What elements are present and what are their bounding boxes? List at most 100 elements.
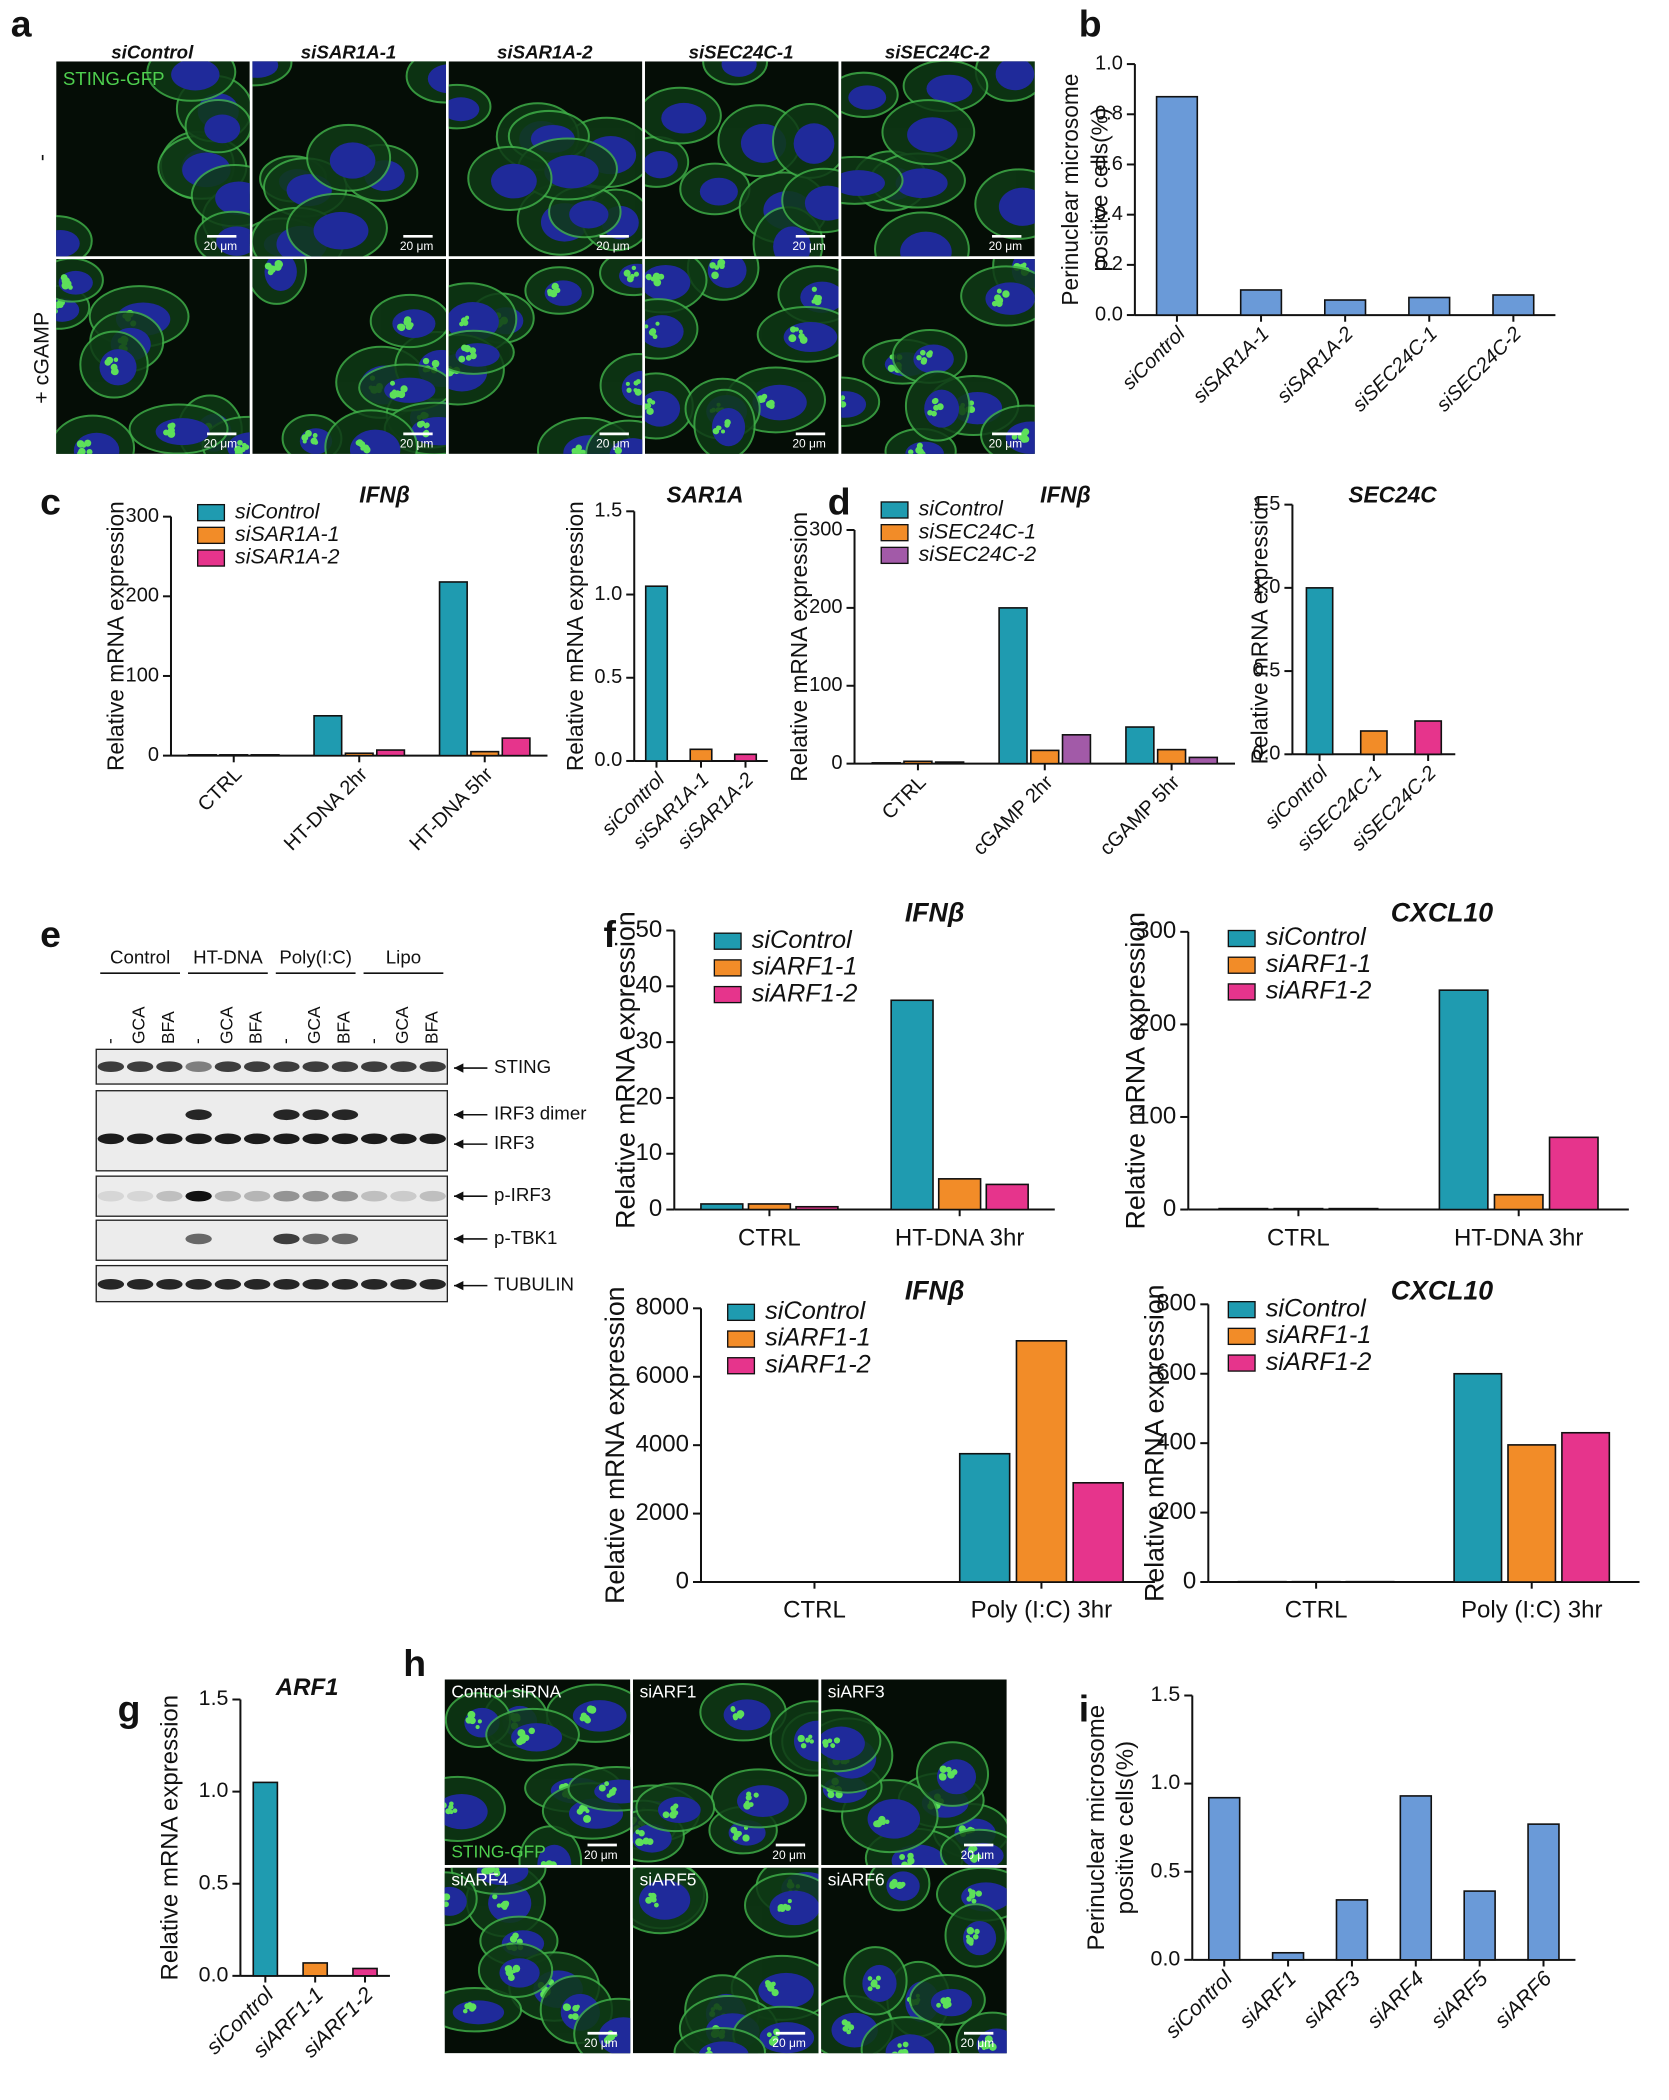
y-tick-label: 0.5 bbox=[199, 1870, 229, 1894]
speckle bbox=[1020, 435, 1028, 443]
speckle bbox=[113, 357, 119, 363]
band bbox=[273, 1133, 300, 1145]
speckle bbox=[753, 1792, 759, 1798]
scale-bar-label: 20 μm bbox=[400, 437, 434, 451]
x-tick-label: siSAR1A-2 bbox=[1273, 323, 1358, 408]
speckle bbox=[921, 357, 928, 364]
band bbox=[214, 1061, 242, 1073]
legend-label: siControl bbox=[919, 497, 1005, 521]
nucleus bbox=[930, 1988, 973, 2017]
y-tick-label: 30 bbox=[636, 1027, 663, 1054]
nucleus bbox=[572, 1700, 627, 1732]
speckle bbox=[264, 262, 272, 270]
speckle bbox=[908, 449, 914, 454]
speckle bbox=[461, 320, 466, 325]
x-tick-label: CTRL bbox=[783, 1597, 846, 1624]
nucleus bbox=[793, 123, 835, 164]
panel-letter: d bbox=[828, 481, 851, 523]
nucleus bbox=[867, 1799, 921, 1839]
y-tick-label: 300 bbox=[1136, 917, 1176, 944]
legend-label: siARF1-2 bbox=[1266, 977, 1372, 1005]
band bbox=[273, 1190, 300, 1202]
panel-letter: h bbox=[403, 1642, 426, 1684]
bar bbox=[1305, 587, 1334, 756]
band bbox=[331, 1278, 359, 1290]
speckle bbox=[897, 2049, 906, 2054]
band bbox=[273, 1233, 300, 1245]
speckle bbox=[833, 1737, 841, 1744]
speckle bbox=[673, 1803, 679, 1809]
lane-label: GCA bbox=[392, 1006, 412, 1044]
speckle bbox=[496, 1903, 502, 1908]
speckle bbox=[742, 1834, 750, 1842]
y-tick-label: 10 bbox=[636, 1139, 663, 1166]
band bbox=[390, 1278, 417, 1290]
band bbox=[390, 1061, 417, 1073]
group-label: Lipo bbox=[386, 946, 421, 967]
bar bbox=[1561, 1431, 1611, 1583]
speckle bbox=[444, 1901, 449, 1908]
band bbox=[214, 1190, 242, 1202]
nucleus bbox=[723, 1699, 771, 1731]
speckle bbox=[797, 1734, 805, 1743]
bar bbox=[1335, 1899, 1369, 1961]
band bbox=[156, 1190, 183, 1202]
speckle bbox=[765, 400, 774, 409]
group-label: Poly(I:C) bbox=[279, 946, 352, 967]
scale-bar-label: 20 μm bbox=[772, 2036, 806, 2050]
band bbox=[390, 1190, 417, 1202]
x-tick-label: CTRL bbox=[1285, 1597, 1348, 1624]
lane-label: GCA bbox=[304, 1006, 324, 1044]
speckle bbox=[56, 308, 58, 314]
speckle bbox=[618, 455, 624, 461]
micrograph: 20 μm bbox=[632, 1867, 819, 2054]
y-tick-label: 0.5 bbox=[1151, 1858, 1181, 1882]
speckle bbox=[650, 1896, 657, 1903]
speckle bbox=[970, 1856, 978, 1863]
speckle bbox=[549, 1861, 557, 1866]
speckle bbox=[766, 2032, 772, 2038]
speckle bbox=[237, 439, 243, 446]
bar bbox=[1548, 1136, 1599, 1211]
speckle bbox=[507, 1974, 515, 1982]
scale-bar-label: 20 μm bbox=[584, 2036, 618, 2050]
bar bbox=[1125, 726, 1155, 765]
band bbox=[126, 1278, 154, 1290]
nucleus bbox=[491, 163, 537, 199]
panel-letter: i bbox=[1079, 1687, 1089, 1729]
band bbox=[361, 1190, 388, 1202]
speckle bbox=[968, 1940, 974, 1946]
speckle bbox=[312, 433, 318, 438]
speckle bbox=[917, 450, 922, 454]
band bbox=[302, 1190, 329, 1202]
micrograph: 20 μm bbox=[444, 1679, 631, 1866]
y-tick-label: 200 bbox=[1136, 1010, 1176, 1037]
speckle bbox=[397, 323, 404, 331]
y-tick-label: 0 bbox=[1183, 1567, 1196, 1594]
y-tick-label: 1.0 bbox=[1095, 52, 1123, 74]
speckle bbox=[76, 440, 85, 448]
speckle bbox=[867, 1986, 873, 1992]
y-tick-label: 0.0 bbox=[1151, 1946, 1181, 1970]
bar bbox=[1015, 1340, 1068, 1583]
y-axis-label: Relative mRNA expression bbox=[562, 501, 588, 771]
band bbox=[97, 1278, 125, 1290]
speckle bbox=[988, 2043, 997, 2051]
lane-label: GCA bbox=[216, 1006, 236, 1044]
lane-label: BFA bbox=[246, 1011, 266, 1044]
speckle bbox=[571, 2013, 579, 2021]
band bbox=[390, 1133, 417, 1145]
micrograph: 20 μm bbox=[444, 1867, 631, 2054]
arrow-head bbox=[454, 1139, 464, 1149]
blot-strip bbox=[95, 1090, 449, 1172]
speckle bbox=[876, 1819, 884, 1826]
speckle bbox=[931, 410, 937, 417]
legend-swatch bbox=[727, 1357, 756, 1375]
band bbox=[331, 1190, 359, 1202]
panel-label: siARF5 bbox=[640, 1870, 697, 1890]
y-tick-label: 200 bbox=[126, 585, 159, 607]
nucleus bbox=[841, 170, 885, 196]
bar bbox=[644, 585, 669, 762]
bar bbox=[1463, 1890, 1496, 1961]
